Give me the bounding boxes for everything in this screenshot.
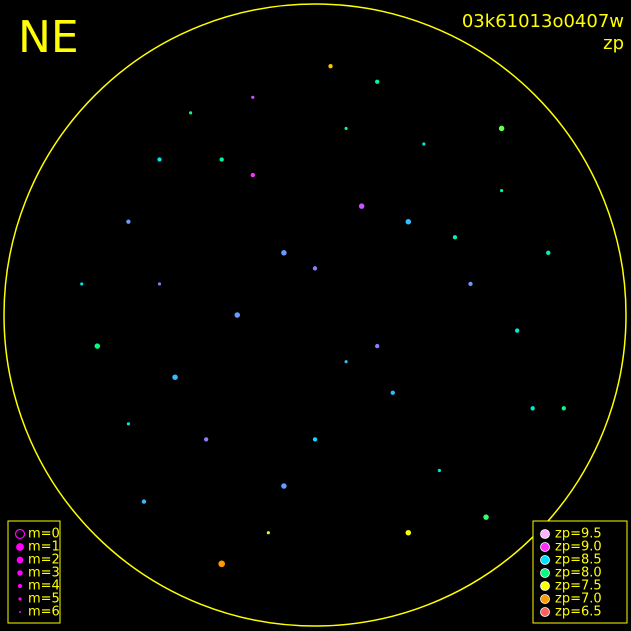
size-legend-marker [17, 570, 23, 576]
color-legend-label: zp=8.0 [555, 566, 602, 581]
star-dot [157, 157, 162, 162]
color-legend-label: zp=9.0 [555, 540, 602, 555]
star-dot [250, 172, 255, 178]
size-legend-label: m=3 [28, 566, 60, 581]
star-dot [157, 282, 162, 286]
star-dot [498, 125, 505, 132]
size-legend-marker [16, 543, 24, 551]
size-legend-label: m=0 [28, 527, 60, 542]
color-legend-marker [540, 607, 550, 617]
star-dot [218, 560, 226, 568]
star-dot [437, 468, 441, 473]
star-dot [344, 126, 348, 130]
star-dot [546, 250, 551, 255]
color-legend-marker [540, 555, 550, 565]
star-dot [390, 390, 395, 395]
star-dot [126, 219, 131, 224]
color-legend-label: zp=8.5 [555, 553, 602, 568]
color-legend-label: zp=9.5 [555, 527, 602, 542]
star-dot [94, 343, 101, 349]
star-dot [375, 79, 380, 84]
color-legend-label: zp=6.5 [555, 605, 602, 620]
star-dot [405, 218, 412, 225]
color-legend-marker [540, 568, 550, 578]
star-dot [141, 499, 147, 504]
color-legend-marker [540, 581, 550, 591]
star-dot [312, 266, 318, 271]
star-dot [328, 64, 333, 69]
star-dot [561, 406, 566, 411]
sky-boundary [3, 3, 627, 627]
size-legend-label: m=5 [28, 592, 60, 607]
star-dot [234, 312, 240, 318]
star-dot [312, 437, 318, 442]
star-dot [251, 95, 255, 99]
size-legend-marker [14, 528, 26, 540]
star-dot [219, 157, 224, 162]
star-dot [358, 203, 365, 209]
star-dot [203, 437, 209, 442]
star-dot [375, 343, 380, 349]
size-legend-box [7, 520, 61, 624]
size-legend-label: m=1 [28, 540, 60, 555]
star-dot [530, 406, 535, 411]
size-legend-marker [17, 583, 23, 589]
star-dot [80, 282, 84, 286]
star-dot [189, 111, 193, 115]
star-dot [126, 422, 130, 426]
star-dot [266, 531, 270, 535]
size-legend-marker [16, 556, 24, 564]
star-dot [344, 360, 348, 364]
size-legend-label: m=2 [28, 553, 60, 568]
color-legend-marker [540, 542, 550, 552]
star-dot [468, 281, 473, 287]
chart-subtitle: 03k61013o0407w [462, 11, 624, 32]
star-dot [281, 483, 287, 489]
dots [80, 64, 566, 568]
star-dot [500, 189, 504, 193]
star-dot [452, 235, 458, 240]
color-label: zp [603, 33, 624, 54]
color-legend-label: zp=7.0 [555, 592, 602, 607]
size-legend-label: m=4 [28, 579, 60, 594]
star-dot [514, 328, 520, 333]
color-legend-marker [540, 594, 550, 604]
size-legend-marker [18, 597, 22, 601]
star-dot [281, 250, 287, 256]
star-dot [405, 529, 412, 536]
size-legend-marker [19, 611, 21, 613]
star-dot [422, 142, 426, 146]
color-legend-label: zp=7.5 [555, 579, 602, 594]
size-legend-label: m=6 [28, 605, 60, 620]
color-legend-marker [540, 529, 550, 539]
chart-title: NE [18, 12, 79, 63]
star-dot [483, 514, 489, 520]
star-dot [172, 374, 178, 380]
